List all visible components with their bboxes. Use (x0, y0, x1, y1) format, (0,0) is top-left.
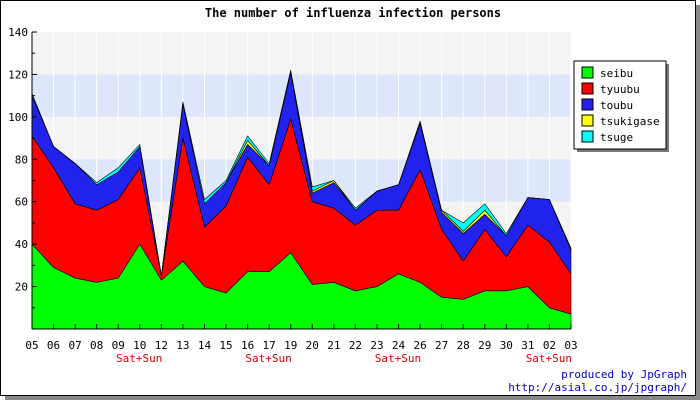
x-tick-label-17: 17 (263, 339, 276, 352)
x-tick-label-28: 28 (457, 339, 470, 352)
x-tick-label-12: 12 (155, 339, 168, 352)
y-tick-label-60: 60 (15, 196, 28, 209)
weekend-label-31: Sat+Sun (526, 352, 572, 365)
x-tick-label-09: 09 (112, 339, 125, 352)
x-tick-label-26: 26 (413, 339, 426, 352)
y-tick-label-80: 80 (15, 153, 28, 166)
chart-svg: The number of influenza infection person… (8, 6, 669, 365)
y-tick-label-120: 120 (8, 68, 28, 81)
x-tick-label-20: 20 (306, 339, 319, 352)
x-tick-label-16: 16 (241, 339, 254, 352)
chart-title: The number of influenza infection person… (205, 6, 501, 20)
weekend-label-23: Sat+Sun (375, 352, 421, 365)
x-tick-label-05: 05 (25, 339, 38, 352)
x-tick-label-27: 27 (435, 339, 448, 352)
x-tick-label-22: 22 (349, 339, 362, 352)
x-tick-label-13: 13 (176, 339, 189, 352)
legend-swatch-tsukigase (581, 114, 594, 127)
legend-swatch-seibu (581, 66, 594, 79)
y-tick-label-140: 140 (8, 26, 28, 39)
axes: 20 40 60 80 100 120 140 05 06 07 08 09 10 12 13 14 15 16 1… (8, 26, 578, 365)
stacked-areas (31, 69, 572, 330)
legend-label-tsuge: tsuge (600, 131, 633, 144)
legend-label-tsukigase: tsukigase (600, 115, 660, 128)
credit-line-2[interactable]: http://asial.co.jp/jpgraph/ (508, 381, 687, 394)
x-tick-label-21: 21 (327, 339, 340, 352)
x-tick-label-06: 06 (47, 339, 60, 352)
x-tick-label-29: 29 (478, 339, 491, 352)
x-tick-label-02: 02 (543, 339, 556, 352)
legend-swatch-tsuge (581, 130, 594, 143)
x-tick-label-31: 31 (521, 339, 534, 352)
y-tick-label-100: 100 (8, 111, 28, 124)
y-tick-label-20: 20 (15, 281, 28, 294)
y-tick-label-40: 40 (15, 238, 28, 251)
weekend-label-09: Sat+Sun (116, 352, 162, 365)
x-tick-label-07: 07 (68, 339, 81, 352)
x-tick-label-23: 23 (370, 339, 383, 352)
x-tick-label-24: 24 (392, 339, 406, 352)
area-series-tsuge (31, 69, 572, 277)
legend-swatch-toubu (581, 98, 594, 111)
legend: seibu tyuubu toubu tsukigase tsuge (573, 60, 669, 152)
x-tick-label-08: 08 (90, 339, 103, 352)
legend-swatch-tyuubu (581, 82, 594, 95)
legend-label-seibu: seibu (600, 67, 633, 80)
legend-label-toubu: toubu (600, 99, 633, 112)
x-tick-label-15: 15 (219, 339, 232, 352)
x-tick-label-03: 03 (564, 339, 577, 352)
x-tick-label-30: 30 (500, 339, 513, 352)
x-tick-label-14: 14 (198, 339, 212, 352)
background-band-2 (32, 74, 571, 117)
weekend-label-16: Sat+Sun (245, 352, 291, 365)
x-tick-label-19: 19 (284, 339, 297, 352)
x-tick-label-10: 10 (133, 339, 146, 352)
legend-label-tyuubu: tyuubu (600, 83, 640, 96)
credit-line-1: produced by JpGraph (561, 368, 687, 381)
